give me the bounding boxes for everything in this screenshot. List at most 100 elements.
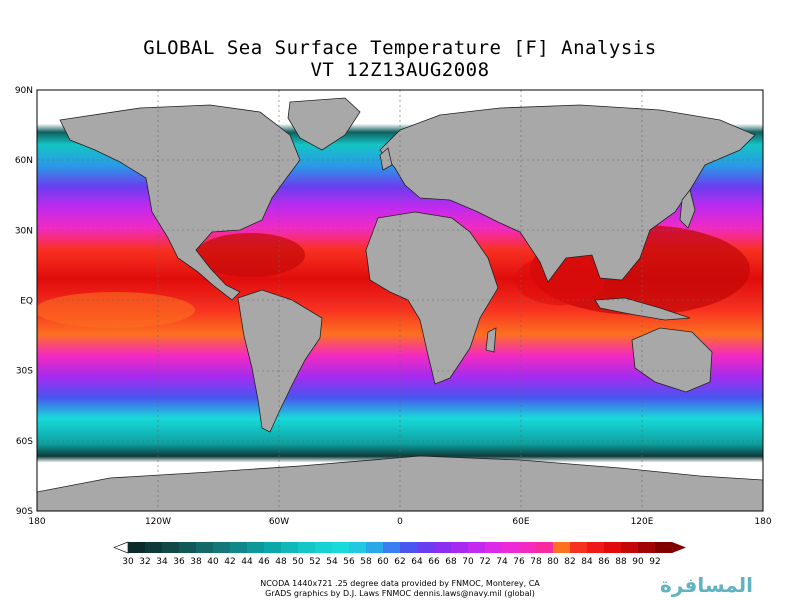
colorbar-label: 84 [581,557,593,567]
colorbar-label: 36 [173,557,185,567]
eurasia [379,104,756,283]
colorbar-label: 68 [445,557,457,567]
antarctica [37,455,763,511]
watermark-logo: المسافرة [660,573,753,597]
colorbar-swatch [570,542,588,553]
indian-ocean-warm-pool [515,255,605,305]
colorbar-label: 38 [190,557,202,567]
north-america [59,104,301,301]
colorbar-swatch [366,542,384,553]
plot-frame [36,89,764,512]
graticule [37,90,763,511]
colorbar-swatch [264,542,282,553]
lat-tick-label: 90N [15,86,33,96]
colorbar-swatch [519,542,537,553]
lat-tick-label: 60N [15,156,33,166]
colorbar-label: 88 [615,557,627,567]
colorbar-swatch [179,542,197,553]
colorbar-label: 64 [411,557,423,567]
colorbar-label: 62 [394,557,405,567]
colorbar-label: 74 [496,557,508,567]
colorbar-label: 56 [343,557,355,567]
lon-tick-label: 60W [269,517,289,527]
colorbar-swatch [655,542,673,553]
lon-tick-label: 180 [28,517,45,527]
colorbar-label: 92 [649,557,660,567]
colorbar-swatch [349,542,367,553]
valid-time-subtitle: VT 12Z13AUG2008 [310,59,490,81]
greenland [287,97,361,151]
colorbar-swatch [621,542,639,553]
lon-tick-label: 120E [631,517,654,527]
land-masses [37,97,763,511]
colorbar-swatch [400,542,418,553]
colorbar-swatch [281,542,299,553]
madagascar [485,327,497,353]
chart-title: GLOBAL Sea Surface Temperature [F] Analy… [143,37,657,59]
colorbar-label: 80 [547,557,559,567]
lat-tick-label: 90S [16,507,33,517]
colorbar-label: 46 [258,557,270,567]
colorbar-label: 40 [207,557,219,567]
colorbar-swatch [145,542,163,553]
colorbar-label: 30 [122,557,134,567]
colorbar-label: 72 [479,557,490,567]
colorbar-label: 44 [241,557,253,567]
colorbar-label: 34 [156,557,168,567]
colorbar-label: 58 [360,557,372,567]
east-pacific-warm-band [37,292,195,328]
colorbar-swatch [315,542,333,553]
credits: NCODA 1440x721 .25 degree data provided … [0,579,800,599]
colorbar-swatch [417,542,435,553]
colorbar-swatch [332,542,350,553]
colorbar-swatch [604,542,622,553]
latitude-axis: 90N 60N 30N EQ 30S 60S 90S [15,86,33,517]
indonesia [594,297,691,321]
color-legend: 30 32 34 36 38 40 42 44 46 48 50 52 54 56 58 60 62 64 66 68… [113,541,686,567]
colorbar-label: 48 [275,557,287,567]
lat-tick-label: 30N [15,226,33,236]
colorbar-swatch [553,542,571,553]
colorbar-swatch [638,542,656,553]
colorbar-label: 66 [428,557,440,567]
japan [679,189,696,229]
lat-tick-label: EQ [20,297,33,307]
colorbar-swatch [468,542,486,553]
africa [365,211,499,385]
lat-tick-label: 60S [16,437,33,447]
colorbar-swatch [298,542,316,553]
colorbar-label: 60 [377,557,389,567]
colorbar-swatch [230,542,248,553]
colorbar-swatch [196,542,214,553]
colorbar-swatch [502,542,520,553]
colorbar-label: 86 [598,557,610,567]
lon-tick-label: 0 [397,517,403,527]
colorbar-swatch [587,542,605,553]
lon-tick-label: 180 [754,517,771,527]
credits-line-2: GrADS graphics by D.J. Laws FNMOC dennis… [265,589,535,598]
credits-line-1: NCODA 1440x721 .25 degree data provided … [260,579,540,588]
colorbar-swatch [383,542,401,553]
colorbar-label: 90 [632,557,644,567]
gulf-caribbean-warm-pool [195,233,305,277]
uk-ireland [379,147,393,171]
colorbar-swatch [536,542,554,553]
colorbar-label: 50 [292,557,304,567]
colorbar-label: 54 [326,557,338,567]
colorbar-label: 76 [513,557,525,567]
colorbar-label: 82 [564,557,575,567]
lon-tick-label: 60E [512,517,529,527]
colorbar-label: 78 [530,557,542,567]
colorbar-label: 70 [462,557,474,567]
south-america [237,289,323,433]
colorbar-swatch [247,542,265,553]
colorbar-min-arrow [113,541,129,554]
colorbar-label: 42 [224,557,235,567]
colorbar-swatch [162,542,180,553]
colorbar-swatch [213,542,231,553]
colorbar-swatch [485,542,503,553]
colorbar-label: 52 [309,557,320,567]
colorbar-swatch [128,542,146,553]
australia [631,327,713,393]
